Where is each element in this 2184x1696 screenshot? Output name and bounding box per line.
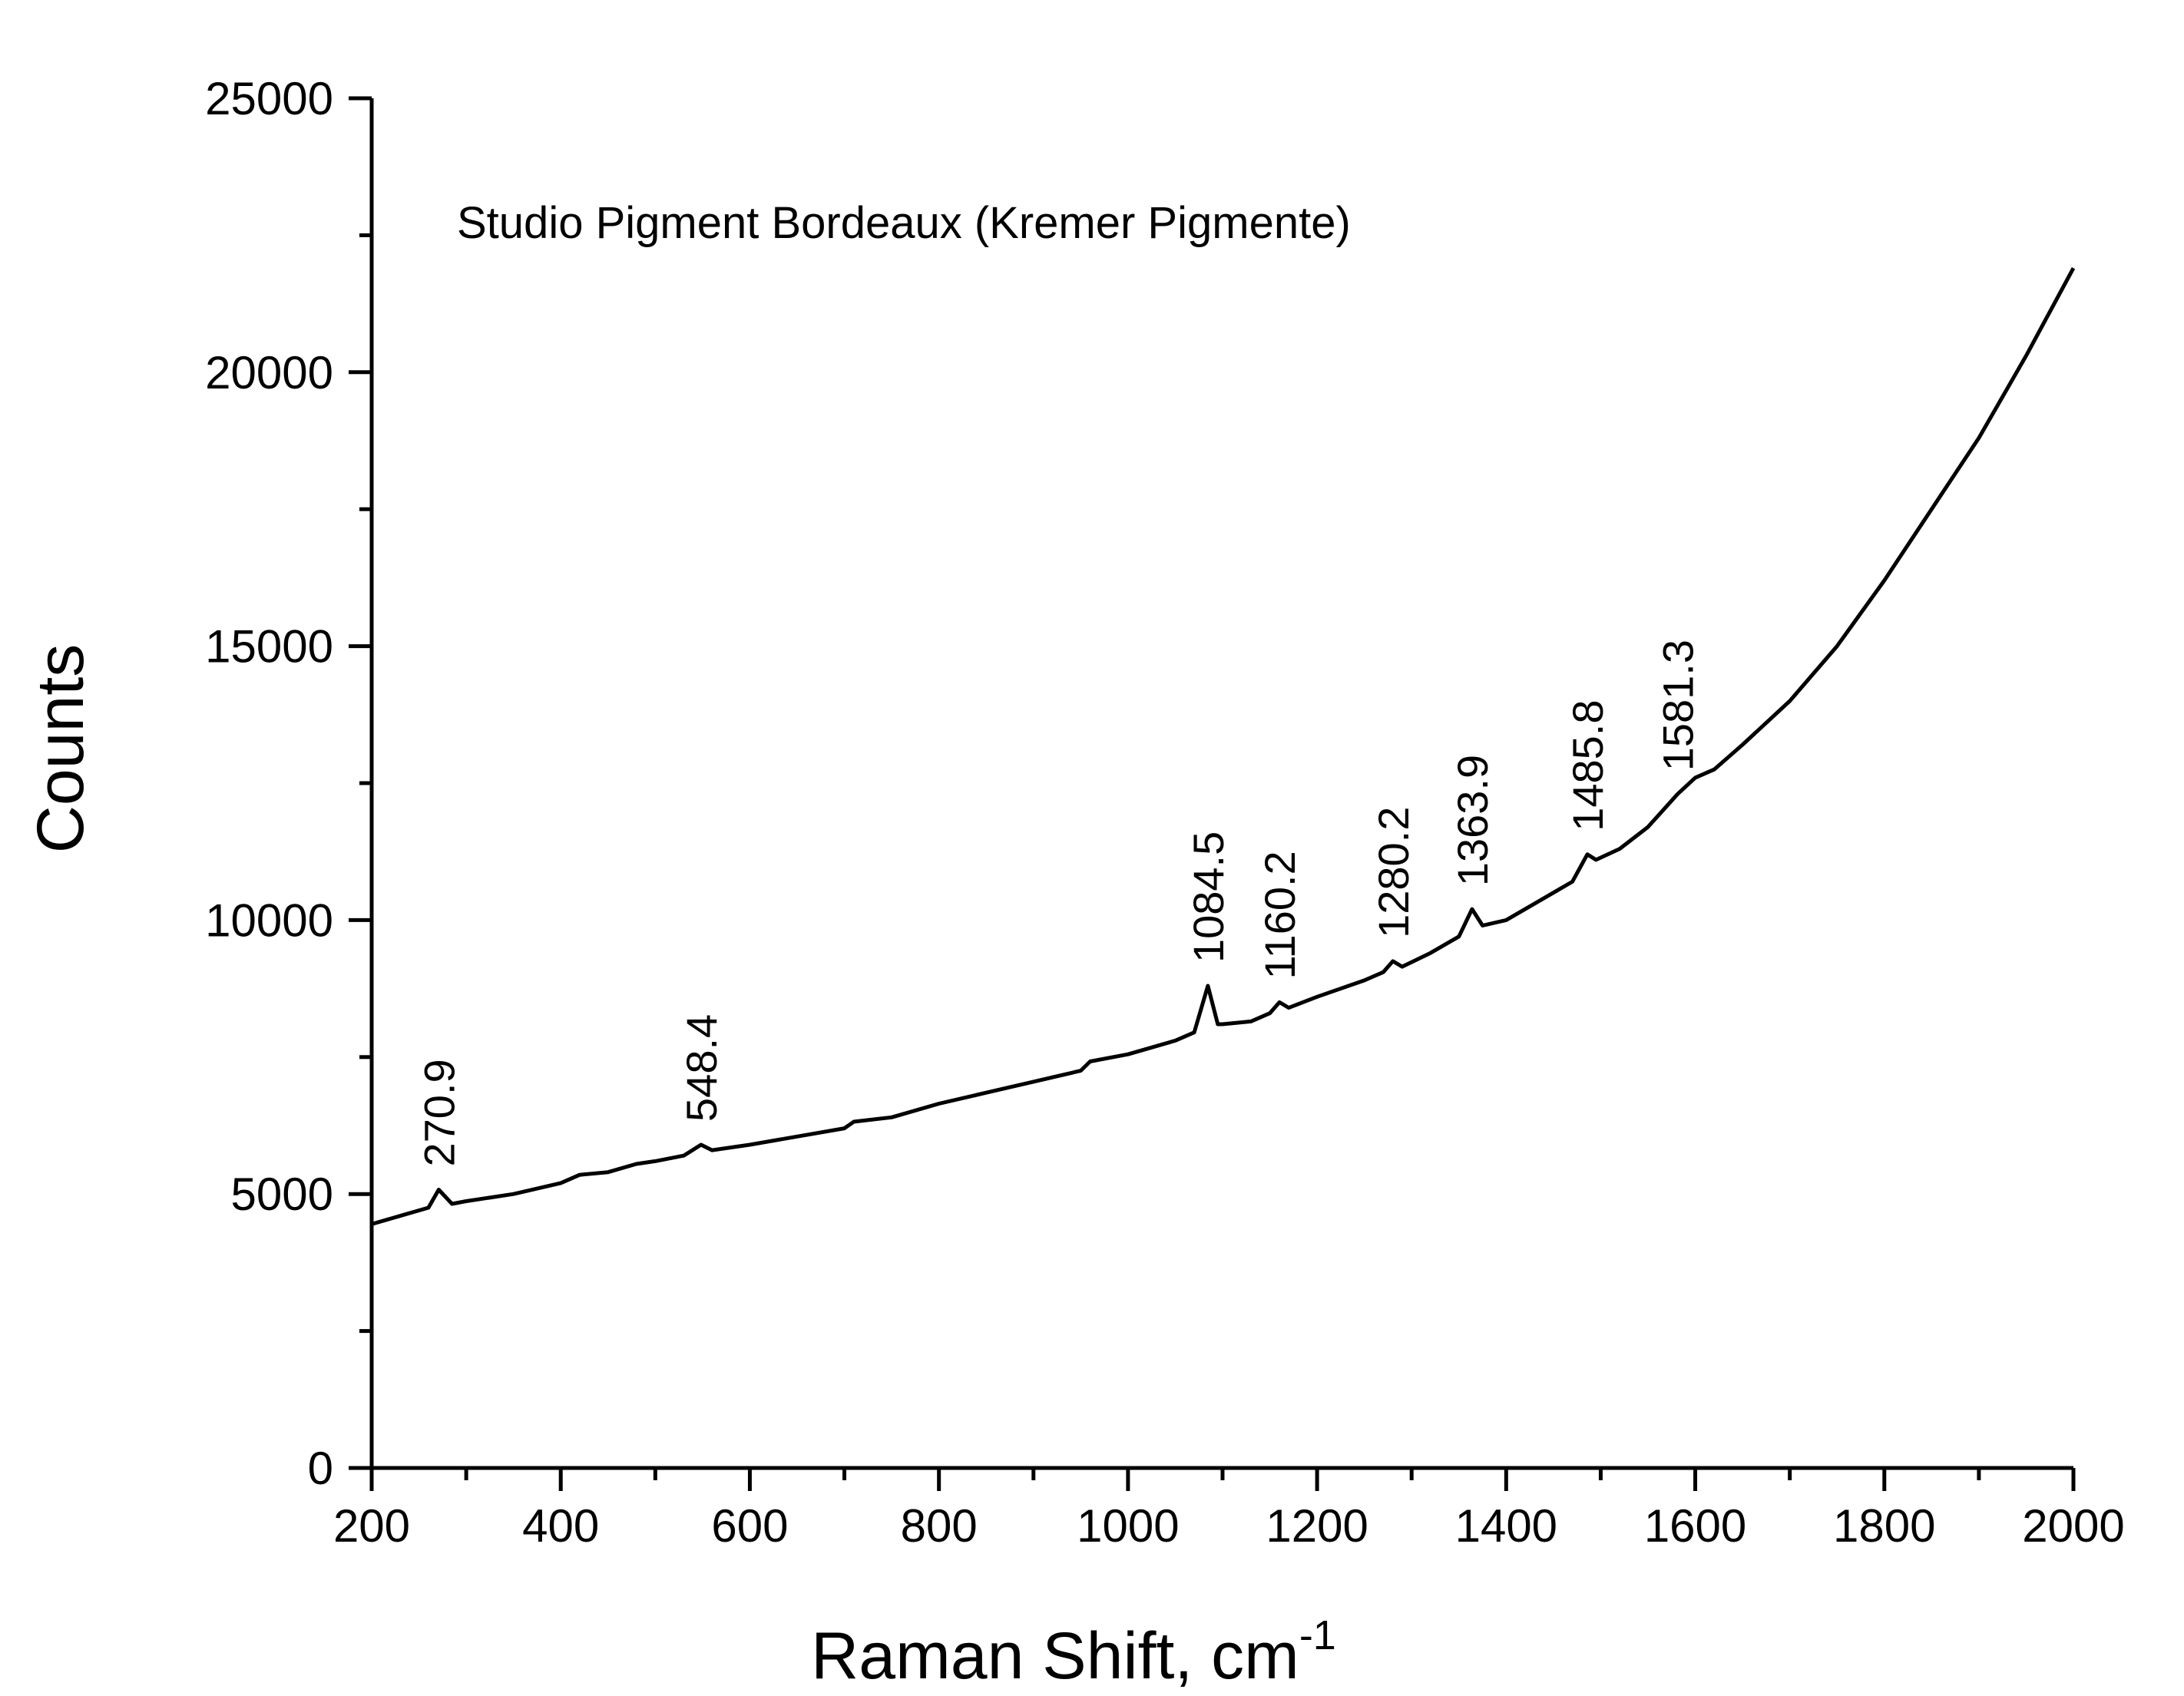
x-tick-label: 2000 <box>2022 1500 2124 1552</box>
x-tick-label: 800 <box>901 1500 978 1552</box>
spectrum-line <box>371 267 2076 1226</box>
x-tick-label: 1800 <box>1833 1500 1935 1552</box>
chart-annotation: Studio Pigment Bordeaux (Kremer Pigmente… <box>457 198 1351 248</box>
x-axis-title-superscript: -1 <box>1299 1612 1336 1658</box>
peak-label: 1581.3 <box>1654 640 1703 771</box>
x-tick-label: 400 <box>522 1500 599 1552</box>
y-tick-label: 20000 <box>205 347 333 398</box>
peak-label: 1280.2 <box>1369 807 1418 938</box>
peak-label: 1084.5 <box>1184 831 1233 963</box>
y-ticks: 0 5000 10000 15000 20000 25000 <box>205 73 372 1494</box>
x-tick-label: 1000 <box>1077 1500 1179 1552</box>
y-tick-label: 15000 <box>205 621 333 673</box>
y-tick-label: 10000 <box>205 894 333 946</box>
x-tick-label: 1200 <box>1266 1500 1368 1552</box>
y-tick-label: 5000 <box>231 1169 333 1220</box>
y-tick-label: 0 <box>308 1443 333 1494</box>
x-tick-label: 1400 <box>1455 1500 1557 1552</box>
peak-label: 270.9 <box>415 1059 463 1166</box>
x-ticks: 200 400 600 800 1000 1200 1400 1600 1800 2000 <box>333 1468 2125 1552</box>
peak-label: 1485.8 <box>1564 699 1612 831</box>
peak-label: 1363.9 <box>1448 755 1497 886</box>
y-tick-label: 25000 <box>205 73 333 124</box>
x-tick-label: 1600 <box>1644 1500 1746 1552</box>
peak-label: 1160.2 <box>1256 851 1304 979</box>
y-axis-title: Counts <box>24 644 98 854</box>
x-axis-title: Raman Shift, cm-1 <box>811 1612 1336 1693</box>
axes <box>369 98 2073 1470</box>
x-axis-title-main: Raman Shift, cm <box>811 1619 1299 1693</box>
x-tick-label: 200 <box>333 1500 410 1552</box>
x-tick-label: 600 <box>711 1500 788 1552</box>
peak-label: 548.4 <box>677 1014 726 1122</box>
peak-labels: 270.9 548.4 1084.5 1160.2 1280.2 1363.9 1485.8… <box>415 640 1702 1167</box>
